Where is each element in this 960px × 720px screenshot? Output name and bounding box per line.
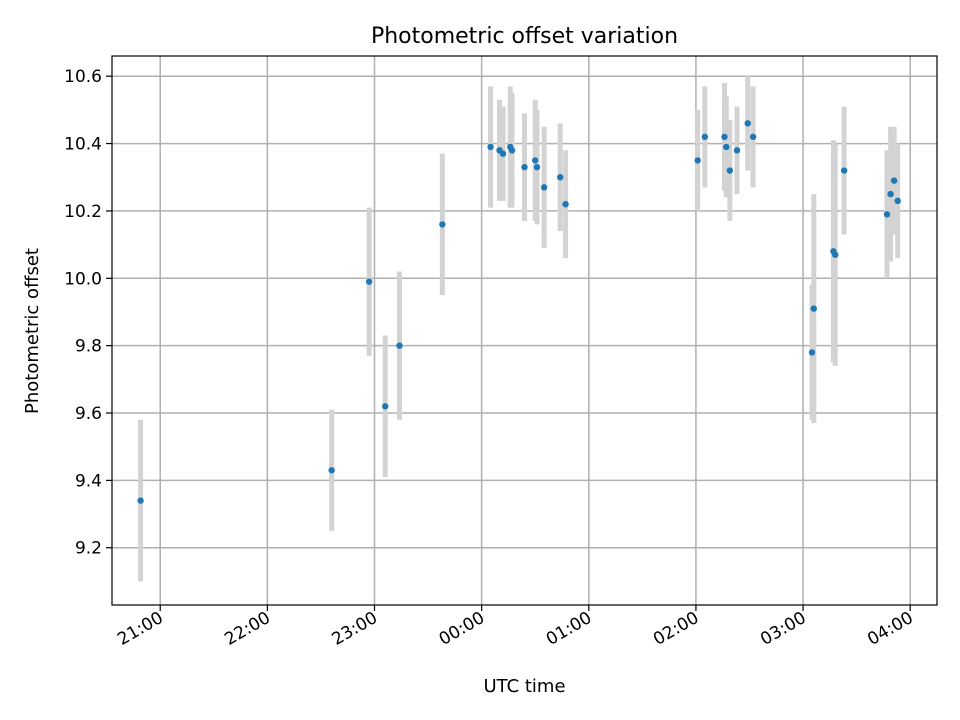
x-tick-label: 22:00 — [221, 608, 273, 650]
data-point — [382, 403, 389, 410]
x-tick-label: 04:00 — [864, 608, 916, 650]
data-point — [733, 147, 741, 154]
y-tick-label: 9.4 — [75, 471, 102, 491]
x-tick-label: 23:00 — [329, 608, 381, 650]
data-point — [137, 497, 144, 504]
data-point — [396, 342, 403, 349]
x-tick-label: 00:00 — [436, 608, 488, 650]
data-point — [533, 163, 541, 171]
y-tick-label: 10.0 — [64, 269, 102, 289]
data-point — [499, 150, 507, 157]
data-point — [365, 278, 373, 285]
x-axis: 21:00 22:00 23:00 00:00 01:00 02:00 03:00 04:00 — [114, 605, 917, 650]
data-point — [694, 157, 701, 164]
data-point — [508, 147, 516, 154]
x-tick-label: 03:00 — [757, 608, 809, 650]
data-point — [726, 167, 734, 174]
x-axis-label: UTC time — [483, 676, 565, 697]
y-axis-label: Photometric offset — [22, 248, 43, 414]
x-tick-label: 21:00 — [114, 608, 166, 650]
y-tick-label: 9.8 — [75, 337, 102, 357]
error-bars — [138, 76, 901, 582]
data-point — [557, 174, 564, 181]
data-point — [890, 177, 898, 184]
data-point — [701, 133, 709, 141]
data-point — [723, 143, 730, 151]
x-tick-label: 02:00 — [650, 608, 702, 650]
data-point — [562, 200, 569, 208]
x-tick-label: 01:00 — [543, 608, 595, 650]
data-point — [540, 184, 548, 191]
y-tick-label: 10.4 — [64, 135, 102, 155]
data-point — [328, 467, 335, 474]
y-tick-label: 10.2 — [64, 202, 102, 222]
data-point — [894, 197, 901, 205]
y-axis: 9.2 9.4 9.6 9.8 10.0 10.2 10.4 10.6 — [64, 67, 112, 559]
data-point — [721, 133, 728, 141]
data-point — [744, 120, 751, 127]
data-point — [808, 349, 816, 356]
y-tick-label: 9.2 — [75, 539, 102, 559]
data-point — [439, 221, 446, 228]
data-point — [883, 211, 891, 218]
data-point — [749, 133, 757, 141]
data-point — [810, 305, 817, 312]
y-tick-label: 9.6 — [75, 404, 102, 424]
data-points — [137, 120, 901, 504]
plot-frame — [111, 55, 938, 606]
data-point — [532, 157, 539, 164]
y-tick-label: 10.6 — [64, 67, 102, 87]
data-point — [487, 143, 494, 151]
data-point — [887, 190, 894, 198]
data-point — [840, 167, 848, 174]
data-point — [521, 163, 528, 171]
data-point — [832, 251, 839, 258]
chart-title: Photometric offset variation — [371, 24, 678, 49]
